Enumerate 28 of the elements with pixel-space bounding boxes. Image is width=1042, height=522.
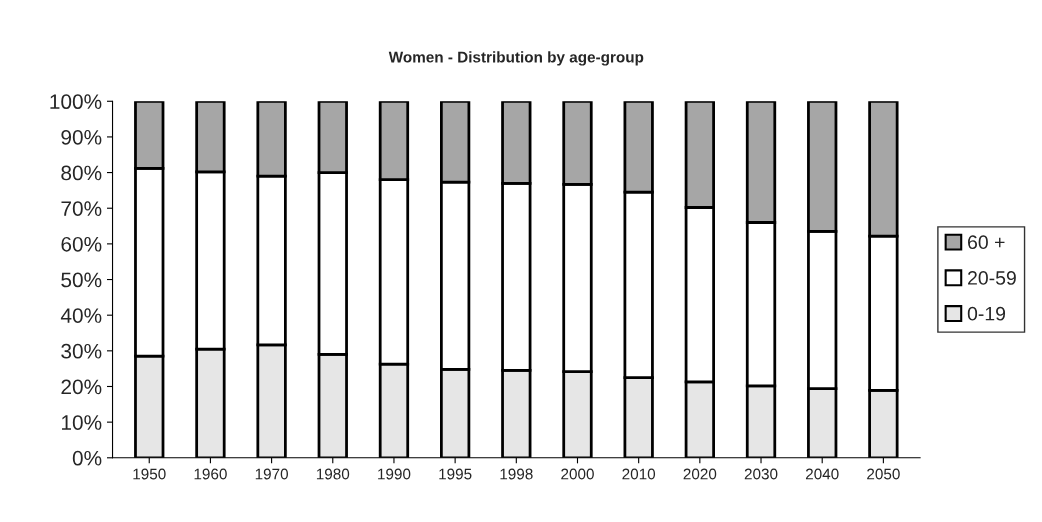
y-tick-label: 20% [61,379,102,395]
x-tick-label: 1980 [316,468,350,480]
x-tick-label: 1950 [133,468,166,480]
legend-label: 20-59 [968,271,1016,285]
y-tick-label: 10% [62,415,102,430]
legend-label: 0-19 [967,306,1006,321]
chart-title: Women - Distribution by age-group [388,51,644,66]
legend-label: 60 + [968,235,1005,250]
y-tick-label: 70% [61,201,102,216]
x-tick-label: 2020 [683,468,717,480]
y-tick-label: 50% [61,272,102,288]
x-tick-label: 2050 [867,468,900,480]
x-tick-label: 1960 [194,468,227,480]
y-tick-label: 40% [60,308,102,323]
y-tick-label: 30% [61,343,102,359]
x-tick-label: 1998 [500,468,533,480]
x-tick-label: 2010 [622,468,656,480]
x-tick-label: 1990 [378,468,411,480]
y-tick-label: 90% [61,129,102,145]
x-tick-label: 1970 [255,468,288,480]
x-tick-label: 2000 [561,468,594,480]
x-tick-label: 1995 [439,468,472,480]
y-tick-label: 60% [61,236,102,252]
y-tick-label: 100% [50,94,102,110]
y-tick-label: 0% [72,450,102,466]
x-tick-label: 2040 [805,468,839,480]
y-tick-label: 80% [61,165,102,181]
x-tick-label: 2030 [744,468,778,480]
